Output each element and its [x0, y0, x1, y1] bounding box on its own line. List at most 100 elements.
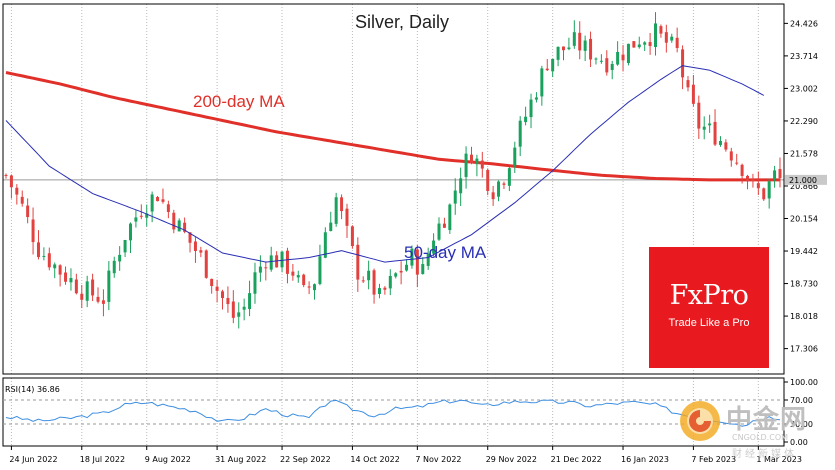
candle-body — [578, 32, 582, 51]
candle-body — [513, 147, 517, 167]
candle-body — [280, 251, 284, 268]
y-tick-label: 17.306 — [790, 345, 818, 354]
x-tick-label: 24 Jun 2022 — [9, 455, 57, 464]
watermark-text: 中金网 — [726, 405, 808, 435]
candle-body — [345, 208, 349, 226]
candle-body — [567, 47, 571, 50]
y-tick-label: 20.866 — [790, 182, 818, 191]
candle-body — [718, 140, 722, 145]
candle-body — [756, 183, 760, 189]
candle-body — [26, 205, 30, 218]
x-tick-label: 7 Nov 2022 — [415, 455, 461, 464]
candle-body — [773, 170, 777, 180]
candle-body — [746, 175, 750, 182]
candle-body — [453, 190, 457, 204]
candle-body — [448, 204, 452, 231]
candle-body — [475, 158, 479, 165]
candle-body — [9, 175, 13, 188]
candle-body — [367, 270, 371, 281]
candle-body — [464, 153, 468, 177]
candle-body — [480, 160, 484, 169]
ma200-line — [5, 71, 780, 182]
candle-body — [377, 288, 381, 295]
candle-body — [561, 46, 565, 51]
candle-body — [139, 215, 143, 217]
candle-body — [497, 181, 501, 197]
candle-body — [112, 260, 116, 274]
grid — [3, 4, 784, 446]
candle-body — [702, 126, 706, 130]
watermark-tagline: 财经新媒体 — [732, 449, 797, 460]
coin-icon — [680, 401, 720, 441]
candle-body — [237, 312, 241, 317]
y-tick-label: 18.730 — [790, 280, 818, 289]
x-tick-label: 7 Feb 2023 — [691, 455, 736, 464]
ma200-series — [5, 71, 780, 182]
candle-body — [664, 32, 668, 43]
candle-body — [296, 275, 300, 278]
candle-body — [621, 54, 625, 61]
candle-body — [248, 293, 252, 310]
candle-body — [421, 264, 425, 274]
candle-body — [177, 220, 181, 232]
candle-body — [91, 279, 95, 296]
candle-body — [545, 68, 549, 71]
candle-body — [632, 41, 636, 48]
y-tick-label: 18.018 — [790, 312, 818, 321]
rsi-tick-label: 30.00 — [790, 420, 813, 429]
candle-body — [751, 179, 755, 182]
candle-body — [572, 32, 576, 46]
candle-body — [643, 42, 647, 45]
candle-body — [540, 68, 544, 97]
current-price-label: 21.000 — [789, 176, 817, 185]
price-panel-frame — [2, 3, 785, 375]
candle-body — [507, 168, 511, 186]
candle-body — [697, 102, 701, 129]
candle-body — [80, 293, 84, 300]
candle-body — [269, 255, 273, 270]
candle-body — [405, 264, 409, 271]
candle-body — [20, 196, 24, 204]
fxpro-logo: FxPro Trade Like a Pro — [649, 247, 769, 368]
candle-body — [31, 219, 35, 243]
candle-body — [605, 58, 609, 73]
candle-body — [36, 242, 40, 258]
rsi-line — [5, 399, 781, 427]
candle-body — [442, 223, 446, 228]
candle-body — [150, 194, 154, 212]
candle-body — [253, 272, 257, 294]
candle-body — [740, 164, 744, 176]
y-tick-label: 24.426 — [790, 19, 818, 28]
x-tick-label: 1 Mar 2023 — [756, 455, 802, 464]
candle-body — [53, 264, 57, 269]
candle-body — [291, 271, 295, 276]
candle-body — [58, 265, 62, 275]
watermark-domain: CNGOLD.COM — [732, 433, 789, 442]
candle-body — [226, 297, 230, 305]
candle-body — [502, 183, 506, 185]
candle-body — [166, 204, 170, 212]
candle-body — [85, 281, 89, 301]
candle-body — [681, 49, 685, 78]
candle-body — [637, 44, 641, 48]
candles — [4, 12, 782, 329]
candle-body — [399, 270, 403, 273]
candle-body — [383, 287, 387, 290]
rsi-tick-label: 0.00 — [790, 438, 808, 447]
candle-body — [350, 226, 354, 247]
candle-body — [156, 197, 160, 202]
candle-body — [161, 199, 165, 202]
rsi-panel-frame — [2, 377, 785, 447]
cngold-watermark: 中金网 CNGOLD.COM 财经新媒体 — [676, 393, 835, 463]
candle-body — [437, 223, 441, 240]
ma50-series — [5, 65, 765, 263]
candle-body — [334, 197, 338, 224]
candle-body — [778, 169, 782, 179]
y-axis: 24.426 23.714 23.002 22.290 21.578 20.866 20.1… — [784, 19, 827, 354]
candle-body — [69, 278, 73, 283]
candle-body — [313, 284, 317, 291]
ma200-label: 200-day MA — [193, 92, 285, 111]
candle-body — [491, 192, 495, 200]
candle-body — [64, 272, 68, 282]
